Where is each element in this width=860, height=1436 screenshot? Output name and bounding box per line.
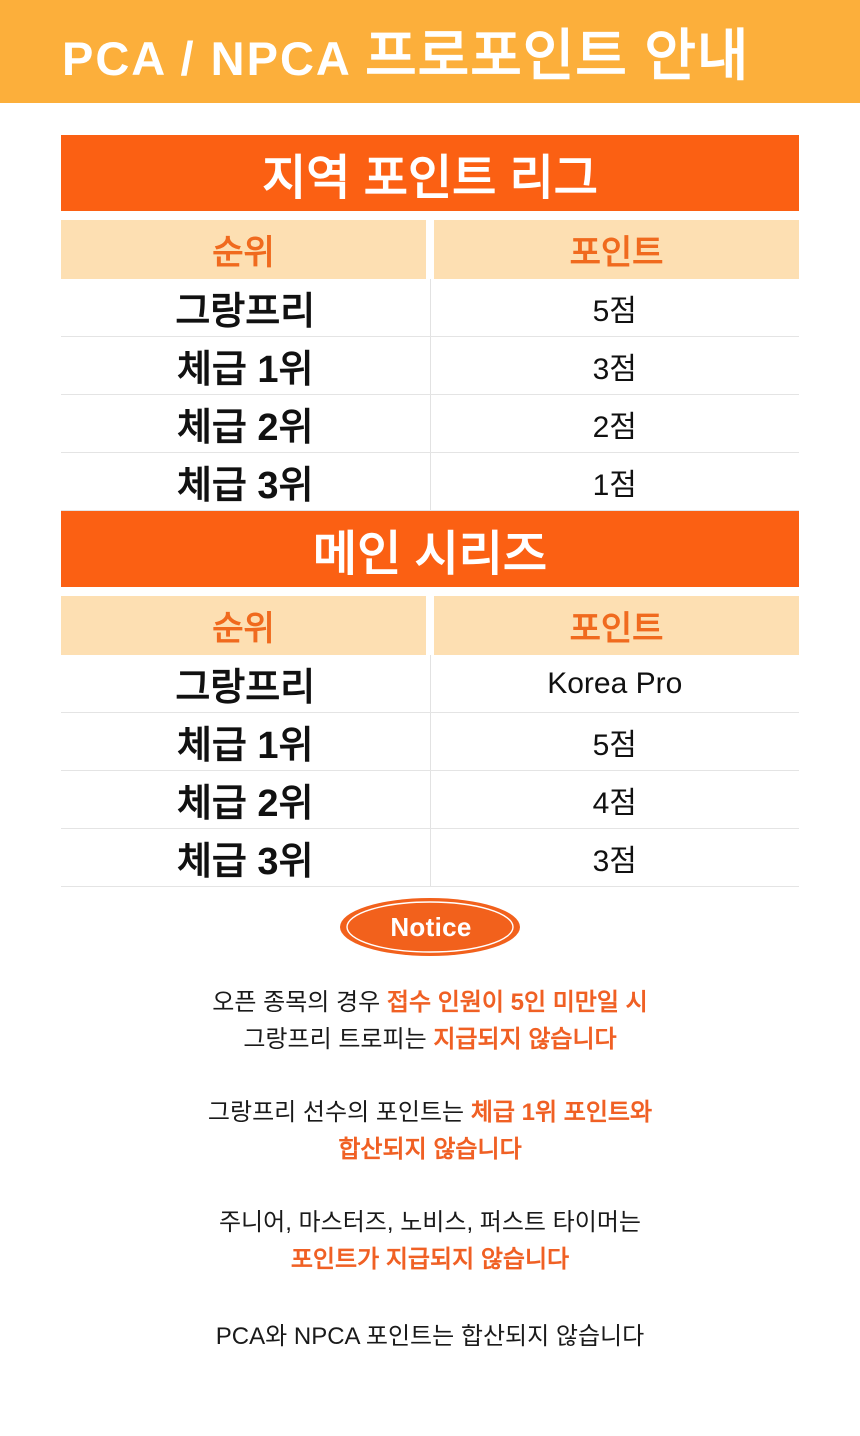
svg-text:Notice: Notice bbox=[390, 912, 471, 942]
